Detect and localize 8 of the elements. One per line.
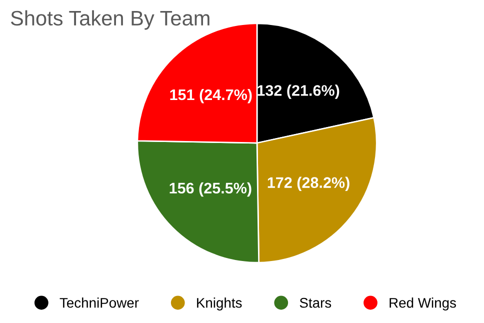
legend-label: Knights [197, 298, 242, 310]
data-label: 151 (24.7%) [170, 88, 252, 104]
legend-label: Stars [300, 298, 332, 308]
chart-title: Shots Taken By Team [10, 10, 210, 30]
legend-label: Red Wings [390, 298, 456, 310]
legend-label: TechniPower [60, 298, 139, 308]
data-label: 172 (28.2%) [268, 176, 350, 192]
data-label: 156 (25.5%) [170, 182, 252, 197]
